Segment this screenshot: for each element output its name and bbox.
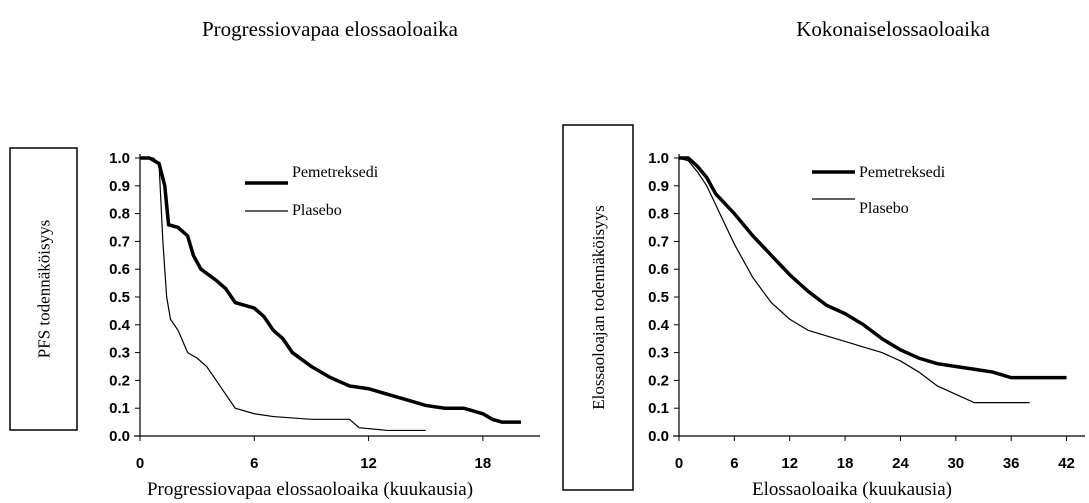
- y-tick-label: 0.0: [109, 428, 130, 445]
- y-axis-label: Elossaoloajan todennäköisyys: [589, 205, 608, 409]
- y-tick-label: 0.5: [648, 289, 669, 306]
- survival-line: [679, 156, 1067, 380]
- y-tick-label: 0.4: [109, 317, 131, 334]
- x-tick-label: 0: [136, 455, 144, 472]
- x-tick-label: 30: [947, 455, 964, 472]
- y-tick-label: 0.1: [648, 400, 669, 417]
- survival-line: [140, 157, 426, 432]
- y-tick-label: 0.4: [648, 317, 670, 334]
- y-tick-label: 0.9: [109, 178, 130, 195]
- y-tick-label: 0.8: [109, 206, 130, 223]
- y-axis-label: PFS todennäköisyys: [35, 220, 54, 358]
- x-tick-label: 36: [1003, 455, 1020, 472]
- y-label-box: [9, 147, 78, 431]
- legend-label: Plasebo: [292, 202, 342, 219]
- y-tick-label: 1.0: [109, 150, 130, 167]
- chart-title: Progressiovapaa elossaoloaika: [202, 17, 459, 41]
- survival-line: [678, 157, 1030, 404]
- y-label-box: [562, 124, 634, 491]
- x-tick-label: 24: [892, 455, 909, 472]
- x-axis-label: Elossaoloaika (kuukausia): [752, 479, 952, 500]
- survival-line: [140, 156, 521, 424]
- x-tick-label: 6: [250, 455, 258, 472]
- legend-label: Pemetreksedi: [859, 164, 946, 181]
- y-tick-label: 0.5: [109, 289, 130, 306]
- y-tick-label: 0.2: [109, 372, 130, 389]
- legend-label: Pemetreksedi: [292, 164, 379, 181]
- y-tick-label: 0.8: [648, 206, 669, 223]
- y-tick-label: 0.9: [648, 178, 669, 195]
- x-tick-label: 18: [837, 455, 854, 472]
- x-axis-label: Progressiovapaa elossaoloaika (kuukausia…: [147, 479, 473, 500]
- legend-label: Plasebo: [859, 200, 909, 217]
- y-tick-label: 0.6: [648, 261, 669, 278]
- y-tick-label: 0.2: [648, 372, 669, 389]
- y-tick-label: 0.6: [109, 261, 130, 278]
- y-tick-label: 0.7: [648, 233, 669, 250]
- x-tick-label: 18: [475, 455, 492, 472]
- x-tick-label: 42: [1058, 455, 1075, 472]
- x-tick-label: 12: [781, 455, 798, 472]
- x-tick-label: 12: [360, 455, 377, 472]
- y-tick-label: 1.0: [648, 150, 669, 167]
- chart-title: Kokonaiselossaoloaika: [796, 17, 990, 41]
- x-tick-label: 6: [730, 455, 738, 472]
- y-tick-label: 0.7: [109, 233, 130, 250]
- y-tick-label: 0.3: [109, 345, 130, 362]
- y-tick-label: 0.1: [109, 400, 130, 417]
- y-tick-label: 0.0: [648, 428, 669, 445]
- x-tick-label: 0: [675, 455, 683, 472]
- y-tick-label: 0.3: [648, 345, 669, 362]
